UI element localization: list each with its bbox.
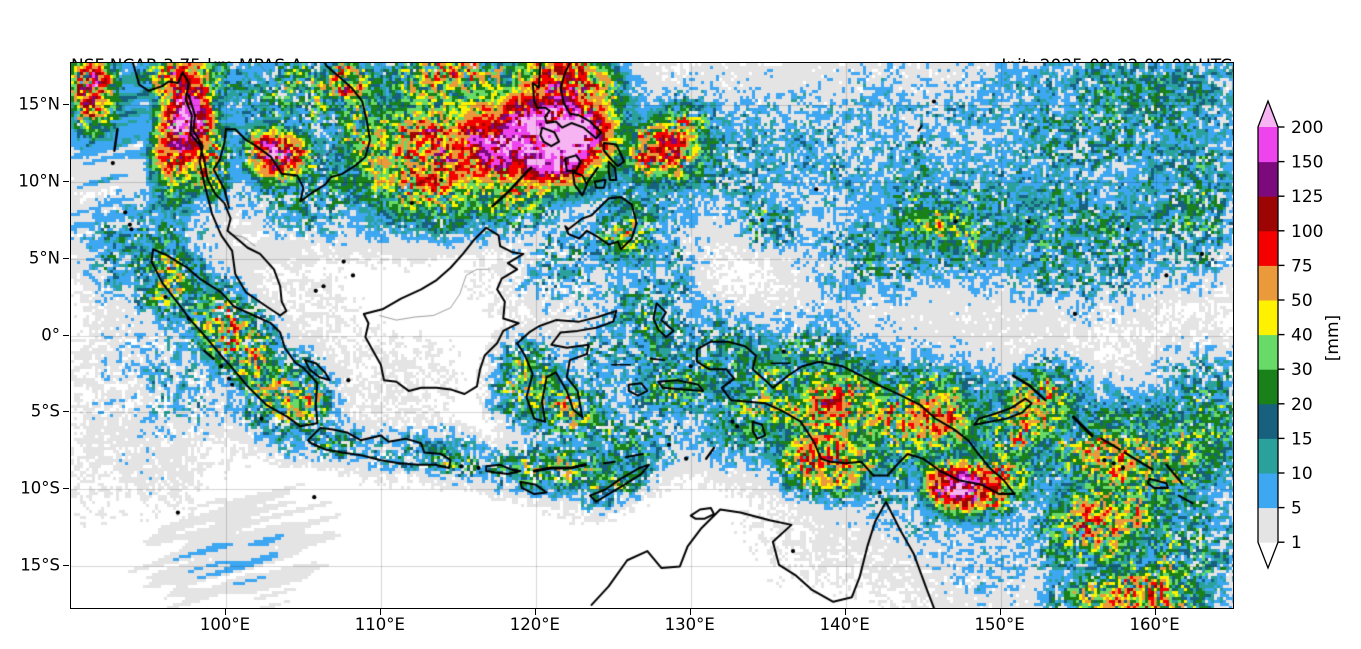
y-tick-mark xyxy=(63,103,69,105)
colorbar-tick-label: 75 xyxy=(1291,256,1313,276)
y-tick-mark xyxy=(63,334,69,336)
y-tick-label: 5°N xyxy=(28,248,60,268)
y-tick-mark xyxy=(63,180,69,182)
colorbar-segment xyxy=(1258,300,1278,336)
x-tick-mark xyxy=(844,608,846,615)
x-tick-label: 140°E xyxy=(819,615,870,634)
colorbar-over-arrow xyxy=(1258,101,1278,127)
colorbar-segment xyxy=(1258,265,1278,301)
y-tick-label: 15°S xyxy=(20,555,60,575)
colorbar-tick-label: 15 xyxy=(1291,429,1313,449)
colorbar-segment xyxy=(1258,161,1278,197)
x-tick-label: 100°E xyxy=(199,615,251,634)
y-tick-label: 15°N xyxy=(18,94,60,114)
colorbar-segment xyxy=(1258,473,1278,509)
colorbar-tick-label: 125 xyxy=(1291,187,1323,207)
y-tick-mark xyxy=(63,488,69,490)
colorbar-segment xyxy=(1258,438,1278,474)
x-tick-label: 130°E xyxy=(664,615,715,634)
colorbar-tick-label: 40 xyxy=(1291,326,1313,346)
colorbar-tick-label: 50 xyxy=(1291,291,1313,311)
colorbar-tick-label: 150 xyxy=(1291,153,1323,173)
colorbar-segment xyxy=(1258,507,1278,543)
colorbar-segment xyxy=(1258,403,1278,439)
x-tick-label: 120°E xyxy=(509,615,560,634)
x-tick-mark xyxy=(1154,608,1156,615)
y-tick-label: 10°S xyxy=(20,478,60,498)
y-tick-mark xyxy=(63,411,69,413)
x-tick-mark xyxy=(999,608,1001,615)
colorbar-unit-label: [mm] xyxy=(1323,315,1343,361)
colorbar-segment xyxy=(1258,127,1278,163)
colorbar-segment xyxy=(1258,230,1278,266)
colorbar-tick-label: 10 xyxy=(1291,464,1313,484)
y-tick-mark xyxy=(63,565,69,567)
colorbar-tick-label: 1 xyxy=(1291,533,1302,553)
x-tick-mark xyxy=(379,608,381,615)
colorbar-tick-label: 20 xyxy=(1291,395,1313,415)
x-tick-mark xyxy=(534,608,536,615)
colorbar-segment xyxy=(1258,369,1278,405)
colorbar-tick-label: 200 xyxy=(1291,118,1323,138)
colorbar-tick-label: 30 xyxy=(1291,360,1313,380)
y-tick-label: 0° xyxy=(41,325,60,344)
colorbar-tick-label: 5 xyxy=(1291,499,1302,519)
colorbar-tick-label: 100 xyxy=(1291,222,1323,242)
x-tick-mark xyxy=(224,608,226,615)
x-tick-label: 160°E xyxy=(1129,615,1180,634)
precipitation-map-canvas xyxy=(71,63,1233,608)
colorbar-under-arrow xyxy=(1258,542,1278,568)
x-tick-label: 150°E xyxy=(974,615,1025,634)
colorbar-segment xyxy=(1258,334,1278,370)
x-tick-label: 110°E xyxy=(354,615,405,634)
x-tick-mark xyxy=(689,608,691,615)
y-tick-mark xyxy=(63,257,69,259)
colorbar-segment xyxy=(1258,196,1278,232)
y-tick-label: 10°N xyxy=(18,171,60,191)
map-plot-area xyxy=(70,62,1234,609)
y-tick-label: 5°S xyxy=(30,401,60,421)
